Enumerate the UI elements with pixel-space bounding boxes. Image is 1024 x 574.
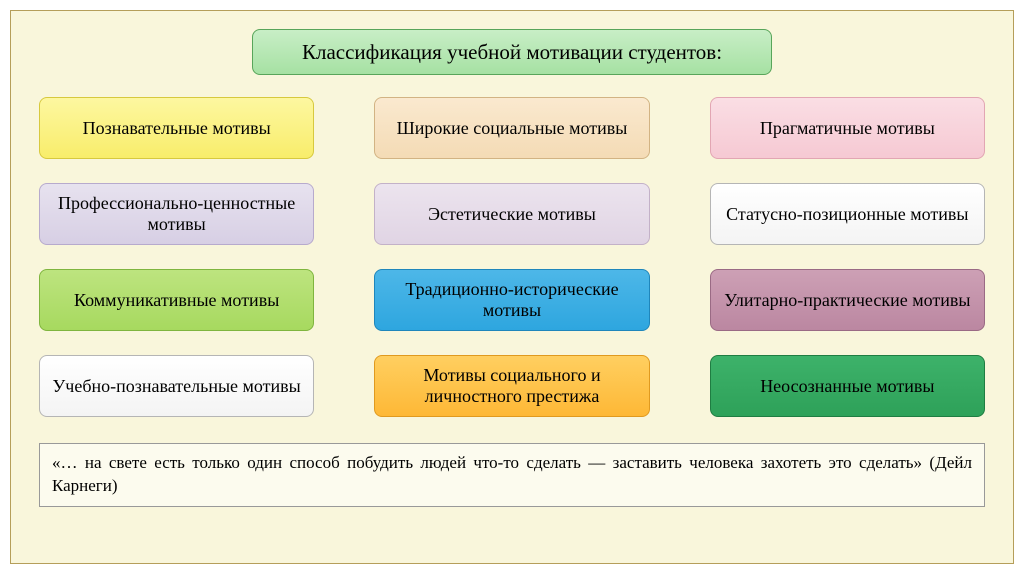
motive-label: Прагматичные мотивы xyxy=(760,118,935,139)
motive-cell-11: Неосознанные мотивы xyxy=(710,355,985,417)
motive-cell-5: Статусно-позиционные мотивы xyxy=(710,183,985,245)
motive-label: Улитарно-практические мотивы xyxy=(724,290,970,311)
motive-cell-9: Учебно-познавательные мотивы xyxy=(39,355,314,417)
motive-cell-1: Широкие социальные мотивы xyxy=(374,97,649,159)
motive-cell-4: Эстетические мотивы xyxy=(374,183,649,245)
motive-label: Учебно-познавательные мотивы xyxy=(53,376,301,397)
slide-canvas: Классификация учебной мотивации студенто… xyxy=(0,0,1024,574)
motive-label: Статусно-позиционные мотивы xyxy=(726,204,968,225)
motive-cell-8: Улитарно-практические мотивы xyxy=(710,269,985,331)
title-box: Классификация учебной мотивации студенто… xyxy=(252,29,772,75)
motive-cell-2: Прагматичные мотивы xyxy=(710,97,985,159)
motive-cell-10: Мотивы социального и личностного престиж… xyxy=(374,355,649,417)
motive-label: Широкие социальные мотивы xyxy=(397,118,628,139)
motive-label: Коммуникативные мотивы xyxy=(74,290,279,311)
motive-label: Неосознанные мотивы xyxy=(760,376,934,397)
motive-label: Познавательные мотивы xyxy=(83,118,271,139)
quote-box: «… на свете есть только один способ побу… xyxy=(39,443,985,507)
motive-cell-7: Традиционно-исторические мотивы xyxy=(374,269,649,331)
content-frame: Классификация учебной мотивации студенто… xyxy=(10,10,1014,564)
motive-label: Мотивы социального и личностного престиж… xyxy=(385,365,638,406)
motive-label: Эстетические мотивы xyxy=(428,204,596,225)
title-text: Классификация учебной мотивации студенто… xyxy=(302,40,722,65)
motive-cell-3: Профессионально-ценностные мотивы xyxy=(39,183,314,245)
quote-text: «… на свете есть только один способ побу… xyxy=(52,453,972,495)
motive-label: Традиционно-исторические мотивы xyxy=(385,279,638,320)
motive-grid: Познавательные мотивы Широкие социальные … xyxy=(39,97,985,417)
motive-cell-6: Коммуникативные мотивы xyxy=(39,269,314,331)
motive-label: Профессионально-ценностные мотивы xyxy=(50,193,303,234)
motive-cell-0: Познавательные мотивы xyxy=(39,97,314,159)
